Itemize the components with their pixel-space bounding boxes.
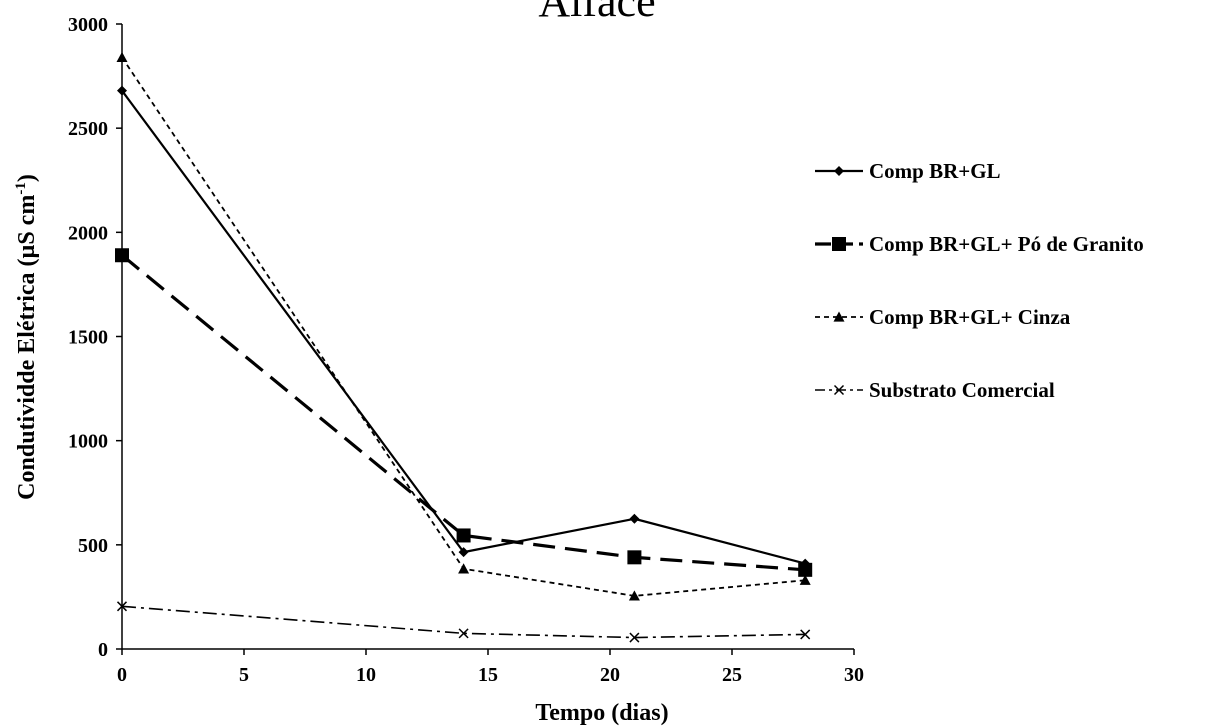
chart-title: Alface	[538, 0, 655, 26]
x-marker	[116, 601, 128, 612]
diamond-marker	[834, 166, 844, 176]
series-line	[121, 90, 806, 565]
y-axis-title-main: Condutividde Elétrica (µS cm	[14, 195, 40, 500]
y-tick-label: 1500	[68, 327, 108, 349]
x-tick-label: 0	[117, 664, 127, 686]
legend-label: Substrato Comercial	[869, 378, 1055, 402]
square-marker	[115, 248, 129, 263]
series-layer	[115, 51, 813, 643]
x-marker	[458, 628, 469, 639]
triangle-marker	[833, 311, 845, 322]
triangle-marker	[458, 563, 470, 574]
x-marker	[833, 384, 845, 396]
series-3	[116, 51, 811, 601]
legend-item: Substrato Comercial	[815, 378, 1055, 402]
legend-label: Comp BR+GL+ Pó de Granito	[869, 232, 1144, 256]
series-line	[120, 254, 806, 572]
y-tick-label: 2500	[68, 118, 108, 140]
diamond-marker	[458, 547, 469, 558]
y-axis-title: Condutividde Elétrica (µS cm-1)	[13, 174, 40, 500]
square-marker	[832, 237, 846, 251]
legend-item: Comp BR+GL+ Pó de Granito	[815, 232, 1144, 256]
square-marker	[798, 562, 813, 577]
square-marker	[456, 528, 471, 543]
legend: Comp BR+GL Comp BR+GL+ Pó de Granito Comp …	[815, 159, 1144, 402]
x-tick-label: 5	[239, 664, 249, 686]
x-marker-stroke	[458, 628, 469, 639]
legend-item: Comp BR+GL	[815, 159, 1001, 183]
series-1	[117, 85, 811, 569]
legend-label: Comp BR+GL	[869, 159, 1001, 183]
series-2	[115, 248, 813, 577]
x-marker	[800, 629, 811, 640]
x-tick-label: 30	[844, 664, 864, 686]
legend-item: Comp BR+GL+ Cinza	[815, 305, 1071, 329]
x-marker-stroke	[116, 601, 128, 612]
y-tick-label: 0	[98, 639, 108, 661]
x-tick-label: 10	[356, 664, 376, 686]
triangle-marker	[116, 51, 128, 63]
triangle-marker	[628, 590, 640, 601]
x-marker-stroke	[629, 632, 640, 643]
diamond-marker	[629, 513, 640, 524]
diamond-marker	[117, 85, 127, 96]
y-tick-label: 3000	[68, 14, 108, 36]
y-ticks: 0 500 1000 1500 2000 2500 3000	[68, 14, 122, 661]
triangle-marker	[799, 574, 811, 585]
x-marker-stroke	[833, 384, 845, 396]
x-tick-label: 15	[478, 664, 498, 686]
y-axis-title-suffix: )	[14, 174, 40, 182]
x-axis-title: Tempo (dias)	[535, 700, 668, 726]
x-tick-label: 20	[600, 664, 620, 686]
x-marker-stroke	[800, 629, 811, 640]
y-tick-label: 500	[78, 535, 108, 557]
series-line	[121, 56, 806, 597]
x-tick-label: 25	[722, 664, 742, 686]
y-axis-title-superscript: -1	[13, 182, 29, 195]
square-marker	[627, 550, 642, 565]
series-4	[116, 601, 811, 643]
x-marker	[629, 632, 640, 643]
axes	[121, 24, 854, 650]
legend-label: Comp BR+GL+ Cinza	[869, 305, 1071, 329]
y-tick-label: 1000	[68, 431, 108, 453]
series-line	[121, 605, 806, 639]
y-tick-label: 2000	[68, 222, 108, 244]
x-ticks: 0 5 10 15 20 25 30	[117, 649, 864, 686]
